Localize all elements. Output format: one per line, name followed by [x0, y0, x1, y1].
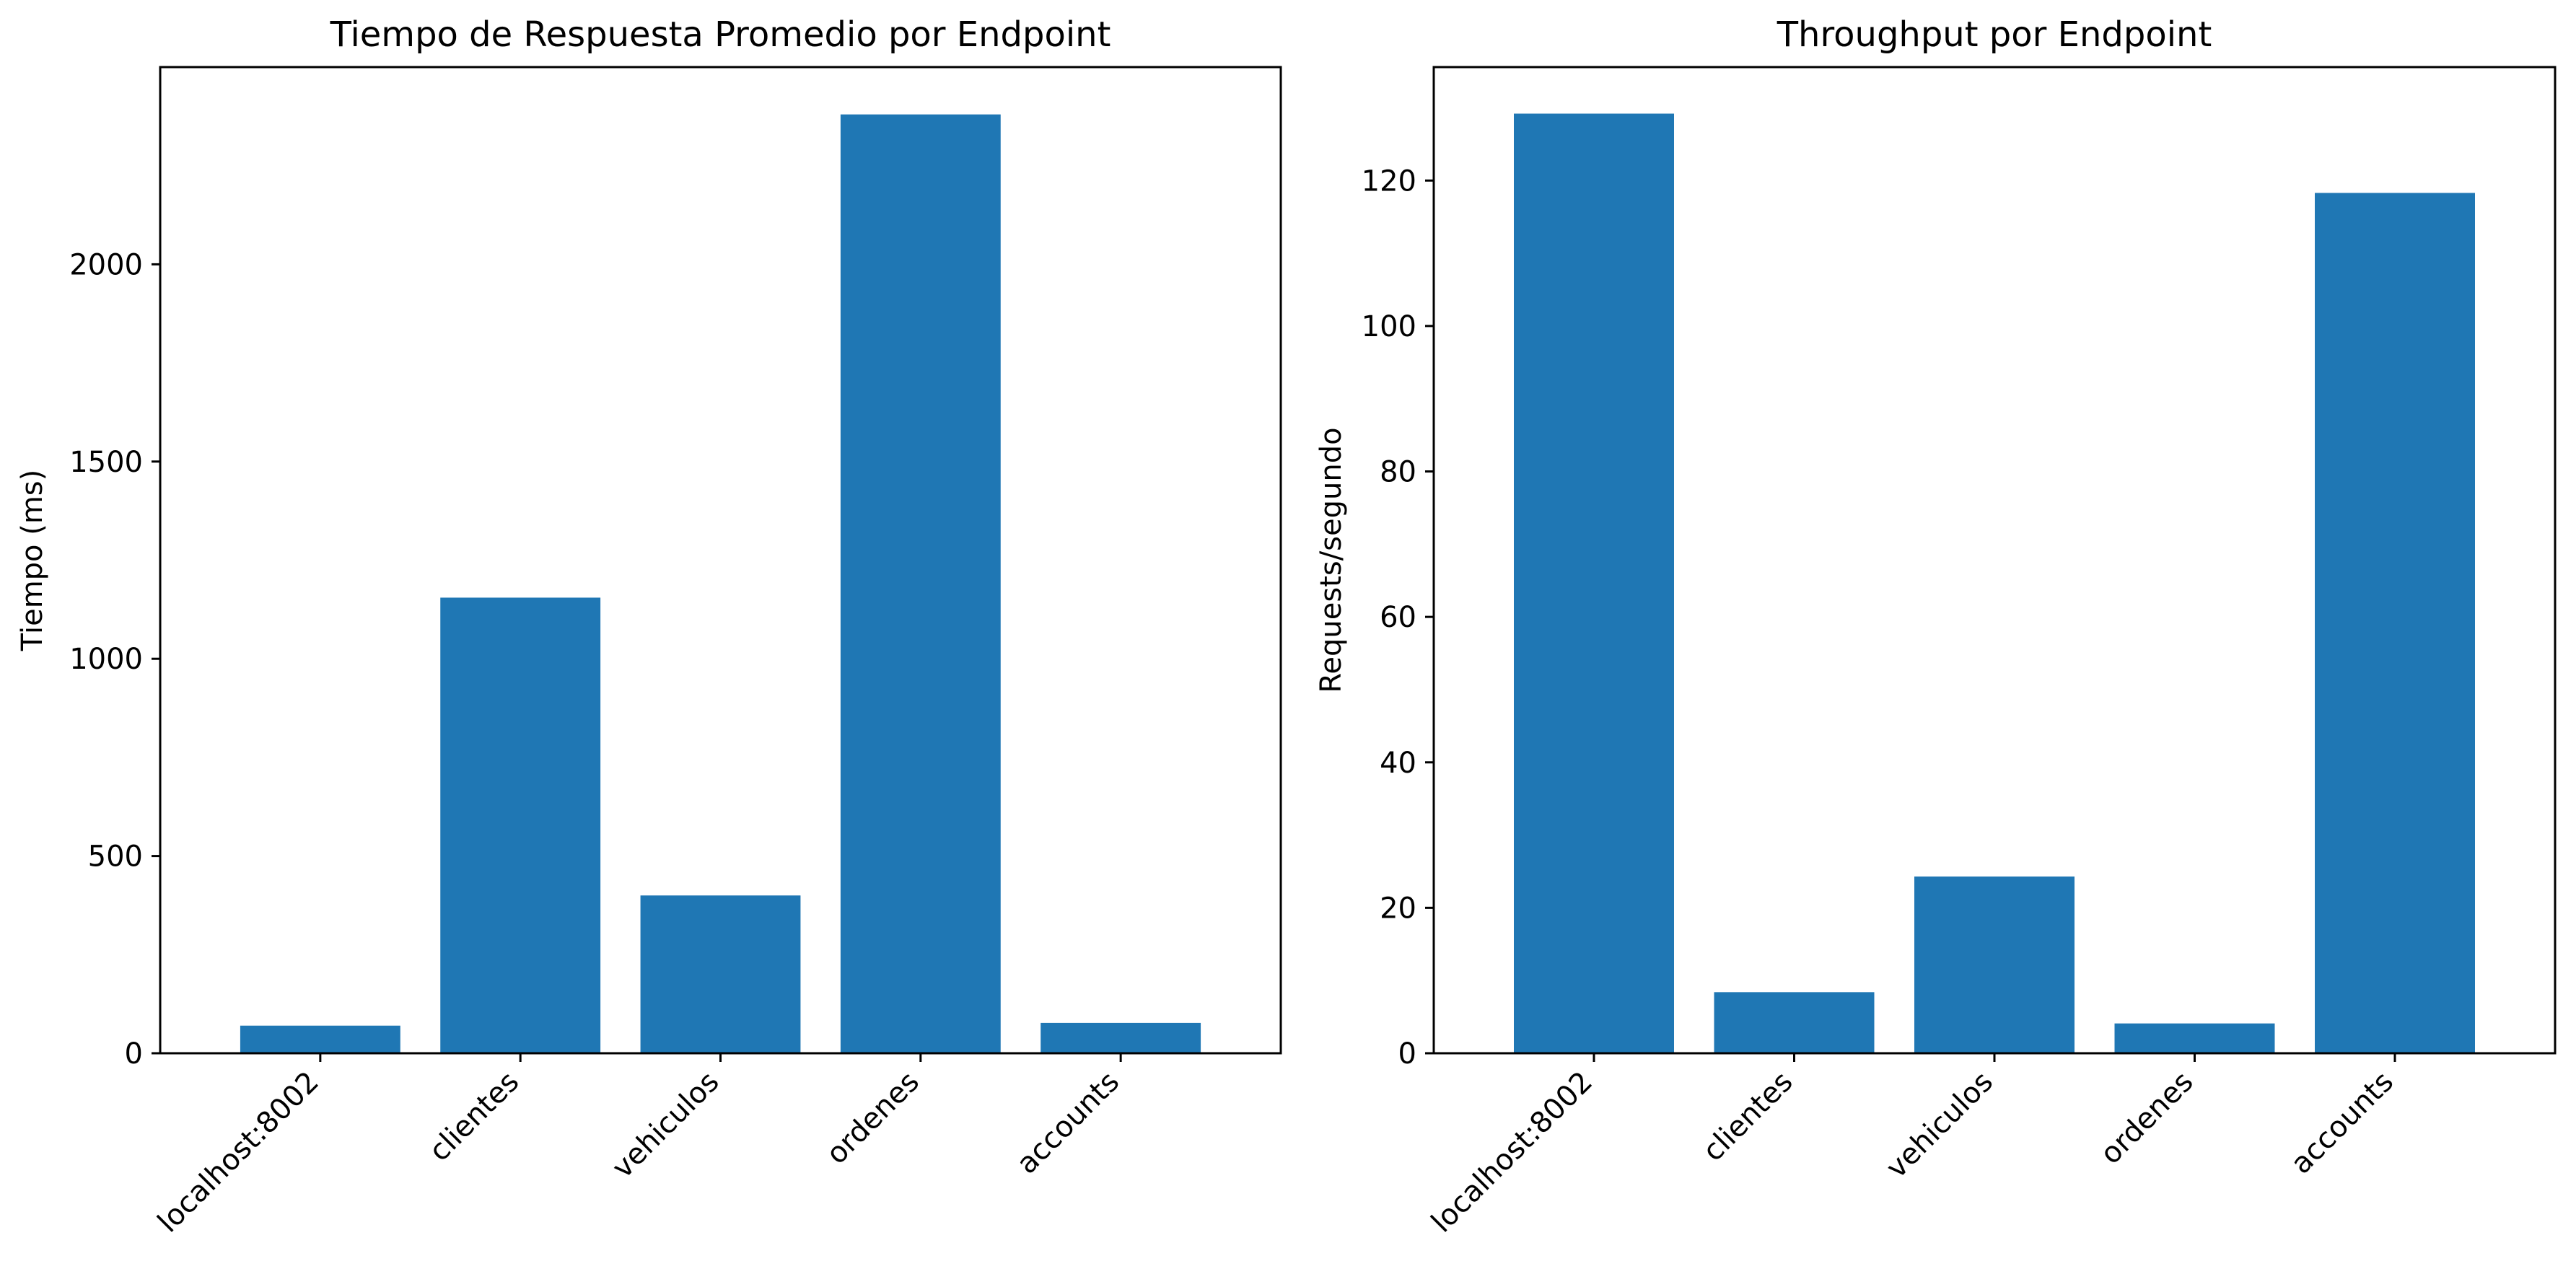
throughput-y-tick-label-3: 60: [1380, 601, 1416, 634]
response-time-y-tick-label-3: 1500: [69, 446, 143, 479]
throughput-bar-0: [1514, 113, 1674, 1054]
response-time-y-tick-label-1: 500: [88, 840, 143, 874]
throughput-chart-title: Throughput por Endpoint: [1777, 14, 2212, 55]
throughput-x-tick-label-1: clientes: [1696, 1066, 1799, 1168]
response-time-bar-2: [640, 895, 801, 1053]
throughput-x-tick-label-2: vehiculos: [1880, 1066, 1999, 1185]
throughput-y-tick-label-4: 80: [1380, 456, 1416, 489]
throughput-y-tick-label-2: 40: [1380, 747, 1416, 780]
response-time-x-ticks: localhost:8002 clientes vehiculos ordenes ac…: [152, 1053, 1126, 1239]
throughput-bars: [1514, 113, 2475, 1054]
throughput-bar-2: [1914, 877, 2075, 1053]
throughput-y-ticks: 0 20 40 60 80 100 120: [1362, 164, 1434, 1071]
response-time-x-tick-label-1: clientes: [423, 1066, 525, 1168]
throughput-x-tick-label-0: localhost:8002: [1425, 1066, 1599, 1239]
response-time-y-tick-label-2: 1000: [69, 643, 143, 676]
response-time-chart: Tiempo de Respuesta Promedio por Endpoin…: [16, 14, 1282, 1239]
response-time-x-tick-label-4: accounts: [1010, 1066, 1126, 1181]
throughput-x-tick-label-4: accounts: [2284, 1066, 2400, 1181]
response-time-bars: [240, 114, 1201, 1054]
response-time-y-tick-label-4: 2000: [69, 248, 143, 281]
throughput-y-tick-label-6: 120: [1362, 164, 1416, 198]
response-time-x-tick-label-2: vehiculos: [606, 1066, 726, 1185]
response-time-bar-4: [1041, 1022, 1201, 1053]
throughput-bar-3: [2114, 1023, 2275, 1053]
throughput-bar-4: [2315, 193, 2475, 1054]
throughput-x-tick-label-3: ordenes: [2094, 1066, 2199, 1171]
throughput-x-ticks: localhost:8002 clientes vehiculos ordenes ac…: [1425, 1053, 2400, 1239]
throughput-y-tick-label-1: 20: [1380, 892, 1416, 925]
response-time-chart-title: Tiempo de Respuesta Promedio por Endpoin…: [330, 14, 1111, 55]
response-time-x-tick-label-0: localhost:8002: [152, 1066, 325, 1239]
response-time-bar-3: [840, 114, 1001, 1054]
response-time-y-axis-label: Tiempo (ms): [16, 470, 49, 651]
response-time-y-ticks: 0 500 1000 1500 2000: [69, 248, 160, 1071]
response-time-x-tick-label-3: ordenes: [820, 1066, 926, 1171]
response-time-y-tick-label-0: 0: [125, 1037, 143, 1071]
throughput-bar-1: [1714, 992, 1875, 1053]
throughput-y-tick-label-0: 0: [1398, 1037, 1416, 1071]
throughput-y-axis-label: Requests/segundo: [1315, 427, 1348, 693]
response-time-bar-0: [240, 1025, 400, 1053]
response-time-plot-frame: [159, 66, 1282, 1055]
throughput-chart: Throughput por Endpoint Requests/segundo…: [1315, 14, 2557, 1239]
throughput-y-tick-label-5: 100: [1362, 310, 1416, 343]
throughput-plot-frame: [1432, 66, 2557, 1055]
response-time-bar-1: [440, 597, 601, 1053]
